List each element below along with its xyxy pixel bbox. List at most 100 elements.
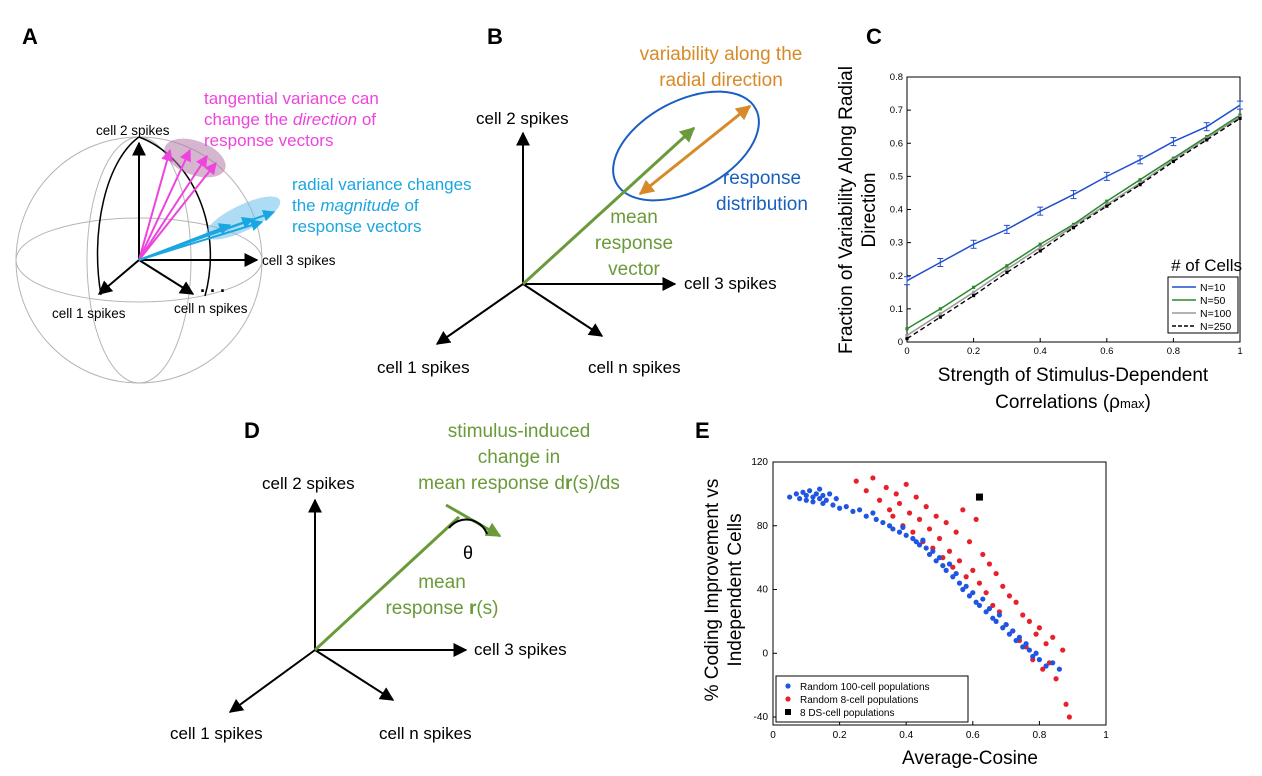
e-data-point bbox=[970, 567, 976, 573]
e-data-point bbox=[960, 507, 966, 513]
e-data-point bbox=[1050, 634, 1056, 640]
c-xlabel-line-1: Strength of Stimulus-Dependent bbox=[938, 365, 1209, 386]
c-legend-label: N=250 bbox=[1200, 321, 1231, 333]
e-data-point bbox=[797, 496, 803, 502]
e-data-point bbox=[820, 500, 826, 507]
a-axis-celln-label: cell n spikes bbox=[174, 301, 248, 316]
e-data-point bbox=[1013, 637, 1019, 644]
c-data-point bbox=[1205, 136, 1209, 140]
e-data-point bbox=[916, 542, 923, 548]
variability-line-1: variability along the bbox=[640, 44, 803, 65]
e-ytick-label: 80 bbox=[757, 521, 769, 532]
e-data-point bbox=[1000, 583, 1006, 589]
panel-d-label: D bbox=[244, 418, 260, 443]
e-data-point bbox=[910, 529, 916, 535]
e-plot-frame bbox=[772, 461, 1107, 726]
radial-variance-blob bbox=[205, 196, 281, 240]
e-data-point bbox=[926, 551, 933, 558]
radial-arrows bbox=[138, 209, 276, 261]
c-data-point bbox=[1005, 270, 1009, 275]
e-data-point bbox=[966, 539, 973, 545]
e-data-point bbox=[837, 505, 843, 511]
e-data-point bbox=[923, 504, 929, 510]
variability-line-2: radial direction bbox=[659, 70, 783, 91]
b-mean-line-2: response bbox=[595, 233, 673, 254]
e-data-point bbox=[886, 507, 893, 513]
c-data-point bbox=[938, 312, 942, 316]
d-mean-line-1: mean bbox=[418, 572, 466, 593]
e-data-point bbox=[1033, 650, 1039, 656]
e-data-point bbox=[903, 532, 909, 538]
stim-line-1: stimulus-induced bbox=[448, 421, 591, 442]
e-data-point bbox=[1023, 641, 1029, 647]
e-legend-swatch bbox=[785, 683, 791, 689]
e-data-point bbox=[936, 535, 943, 542]
c-legend-label: N=100 bbox=[1200, 308, 1231, 320]
a-axis-cell2-label: cell 2 spikes bbox=[96, 123, 170, 138]
panel-b-axes bbox=[435, 131, 677, 345]
e-data-point bbox=[1060, 647, 1066, 653]
c-data-point bbox=[938, 307, 942, 311]
e-ylabel-line-1: % Coding Improvement vs bbox=[702, 479, 723, 702]
c-legend-label: N=50 bbox=[1200, 295, 1226, 307]
e-data-point bbox=[990, 615, 996, 621]
e-data-point bbox=[913, 494, 919, 500]
c-ylabel: Fraction of Variability Along Radial Dir… bbox=[836, 66, 880, 354]
c-ytick-label: 0.3 bbox=[890, 238, 903, 249]
e-data-point bbox=[973, 516, 979, 522]
e-data-point bbox=[1020, 612, 1026, 618]
e-data-point bbox=[1033, 631, 1039, 637]
e-data-point bbox=[896, 529, 903, 535]
e-data-point bbox=[1036, 625, 1042, 631]
e-data-point bbox=[823, 497, 829, 503]
e-data-point bbox=[956, 580, 963, 586]
panel-b: B cell 2 spikes cell 1 spikes cell 3 spi… bbox=[377, 24, 808, 377]
e-data-point bbox=[933, 558, 939, 564]
c-data-point bbox=[1171, 156, 1175, 160]
e-data-point bbox=[930, 548, 936, 554]
e-data-point bbox=[870, 475, 876, 481]
e-data-point bbox=[946, 548, 953, 554]
e-data-point bbox=[1010, 628, 1016, 634]
d-axis-cell2-label: cell 2 spikes bbox=[262, 474, 355, 493]
b-mean-line-1: mean bbox=[610, 207, 658, 228]
e-data-point bbox=[990, 602, 996, 609]
c-data-point bbox=[1071, 224, 1076, 228]
c-data-point bbox=[1105, 199, 1109, 203]
e-legend-label: Random 8-cell populations bbox=[800, 695, 918, 706]
e-data-point bbox=[817, 496, 823, 502]
b-axis-cell2-label: cell 2 spikes bbox=[476, 109, 569, 128]
e-data-point bbox=[993, 618, 999, 624]
e-data-point bbox=[827, 491, 833, 497]
d-axis-cell3-label: cell 3 spikes bbox=[474, 640, 567, 659]
tangential-line-3: response vectors bbox=[204, 131, 333, 150]
e-data-point bbox=[817, 486, 823, 492]
e-legend-box bbox=[775, 675, 969, 723]
e-data-point-square bbox=[975, 493, 983, 501]
e-data-point bbox=[1006, 593, 1013, 599]
e-xlabel: Average-Cosine bbox=[902, 748, 1038, 769]
radial-annotation: radial variance changes the magnitude of… bbox=[292, 175, 472, 236]
e-data-point bbox=[980, 551, 986, 558]
c-data-point bbox=[1205, 135, 1209, 139]
e-data-point bbox=[986, 606, 993, 612]
c-ytick-label: 0.2 bbox=[890, 271, 903, 282]
c-data-point bbox=[1105, 204, 1109, 208]
panel-a-axes bbox=[97, 141, 259, 295]
e-data-point bbox=[960, 586, 966, 593]
e-data-point bbox=[1056, 666, 1062, 672]
e-data-point bbox=[1006, 631, 1013, 637]
e-data-point bbox=[876, 497, 883, 503]
e-data-point bbox=[996, 612, 1003, 618]
e-data-point bbox=[807, 488, 813, 494]
c-xtick-label: 0.6 bbox=[1100, 346, 1113, 357]
c-data-point bbox=[1038, 242, 1042, 246]
e-data-point bbox=[933, 513, 939, 519]
c-data-point bbox=[938, 315, 942, 319]
e-legend-label: 8 DS-cell populations bbox=[800, 708, 895, 719]
e-data-point bbox=[936, 555, 943, 561]
e-data-point bbox=[906, 510, 913, 516]
c-data-point bbox=[1238, 115, 1242, 119]
e-data-point bbox=[880, 519, 886, 526]
